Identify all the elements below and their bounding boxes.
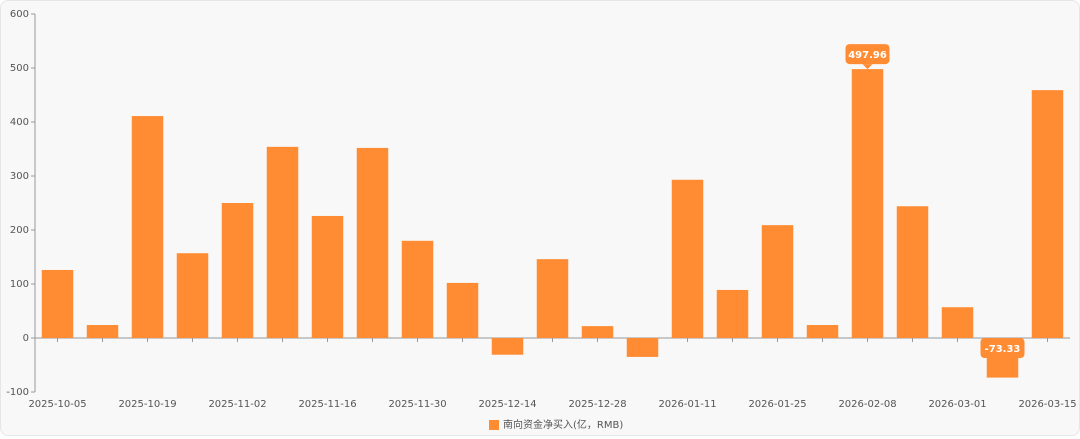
bar [761,225,794,338]
callout-box [845,44,890,65]
bar [356,147,389,338]
x-tick-label: 2026-03-01 [928,399,986,410]
y-tick-label: 100 [10,279,29,290]
bar [896,206,929,338]
bar [806,325,839,338]
bar [86,325,119,338]
x-tick-label: 2025-12-14 [478,399,536,410]
bar [266,146,299,338]
x-tick-label: 2026-03-15 [1018,399,1076,410]
bar [176,253,209,338]
bar [851,69,884,339]
x-tick-label: 2026-01-11 [658,399,716,410]
y-tick-label: 600 [10,9,29,20]
x-tick-label: 2026-02-08 [838,399,896,410]
bar [41,269,74,338]
bar [221,203,254,338]
data-label: -73.33 [985,344,1021,355]
bar [671,179,704,338]
x-tick-label: 2025-11-30 [388,399,446,410]
bar [1031,90,1064,338]
x-tick-label: 2025-11-16 [298,399,356,410]
bar [941,307,974,338]
x-tick-label: 2025-11-02 [208,399,266,410]
legend-swatch [489,420,499,430]
bar [401,240,434,338]
bar [536,259,569,338]
callout-box [980,338,1025,358]
bar [131,116,164,338]
x-tick-label: 2026-01-25 [748,399,806,410]
y-tick-label: -100 [6,387,29,398]
bar [716,289,749,338]
callout-pointer [997,358,1008,363]
y-tick-label: 400 [10,117,29,128]
bar [311,215,344,338]
data-label: 497.96 [848,50,887,61]
y-tick-label: 200 [10,225,29,236]
x-tick-label: 2025-10-19 [118,399,176,410]
y-tick-label: 0 [23,333,29,344]
bar [446,282,479,338]
y-tick-label: 300 [10,171,29,182]
x-tick-label: 2025-12-28 [568,399,626,410]
x-tick-label: 2025-10-05 [28,399,86,410]
legend-label: 南向资金净买入(亿，RMB) [503,418,623,431]
bar [581,326,614,338]
y-tick-label: 500 [10,63,29,74]
bar [626,338,659,357]
callout-pointer [862,64,873,70]
bar [491,338,524,355]
